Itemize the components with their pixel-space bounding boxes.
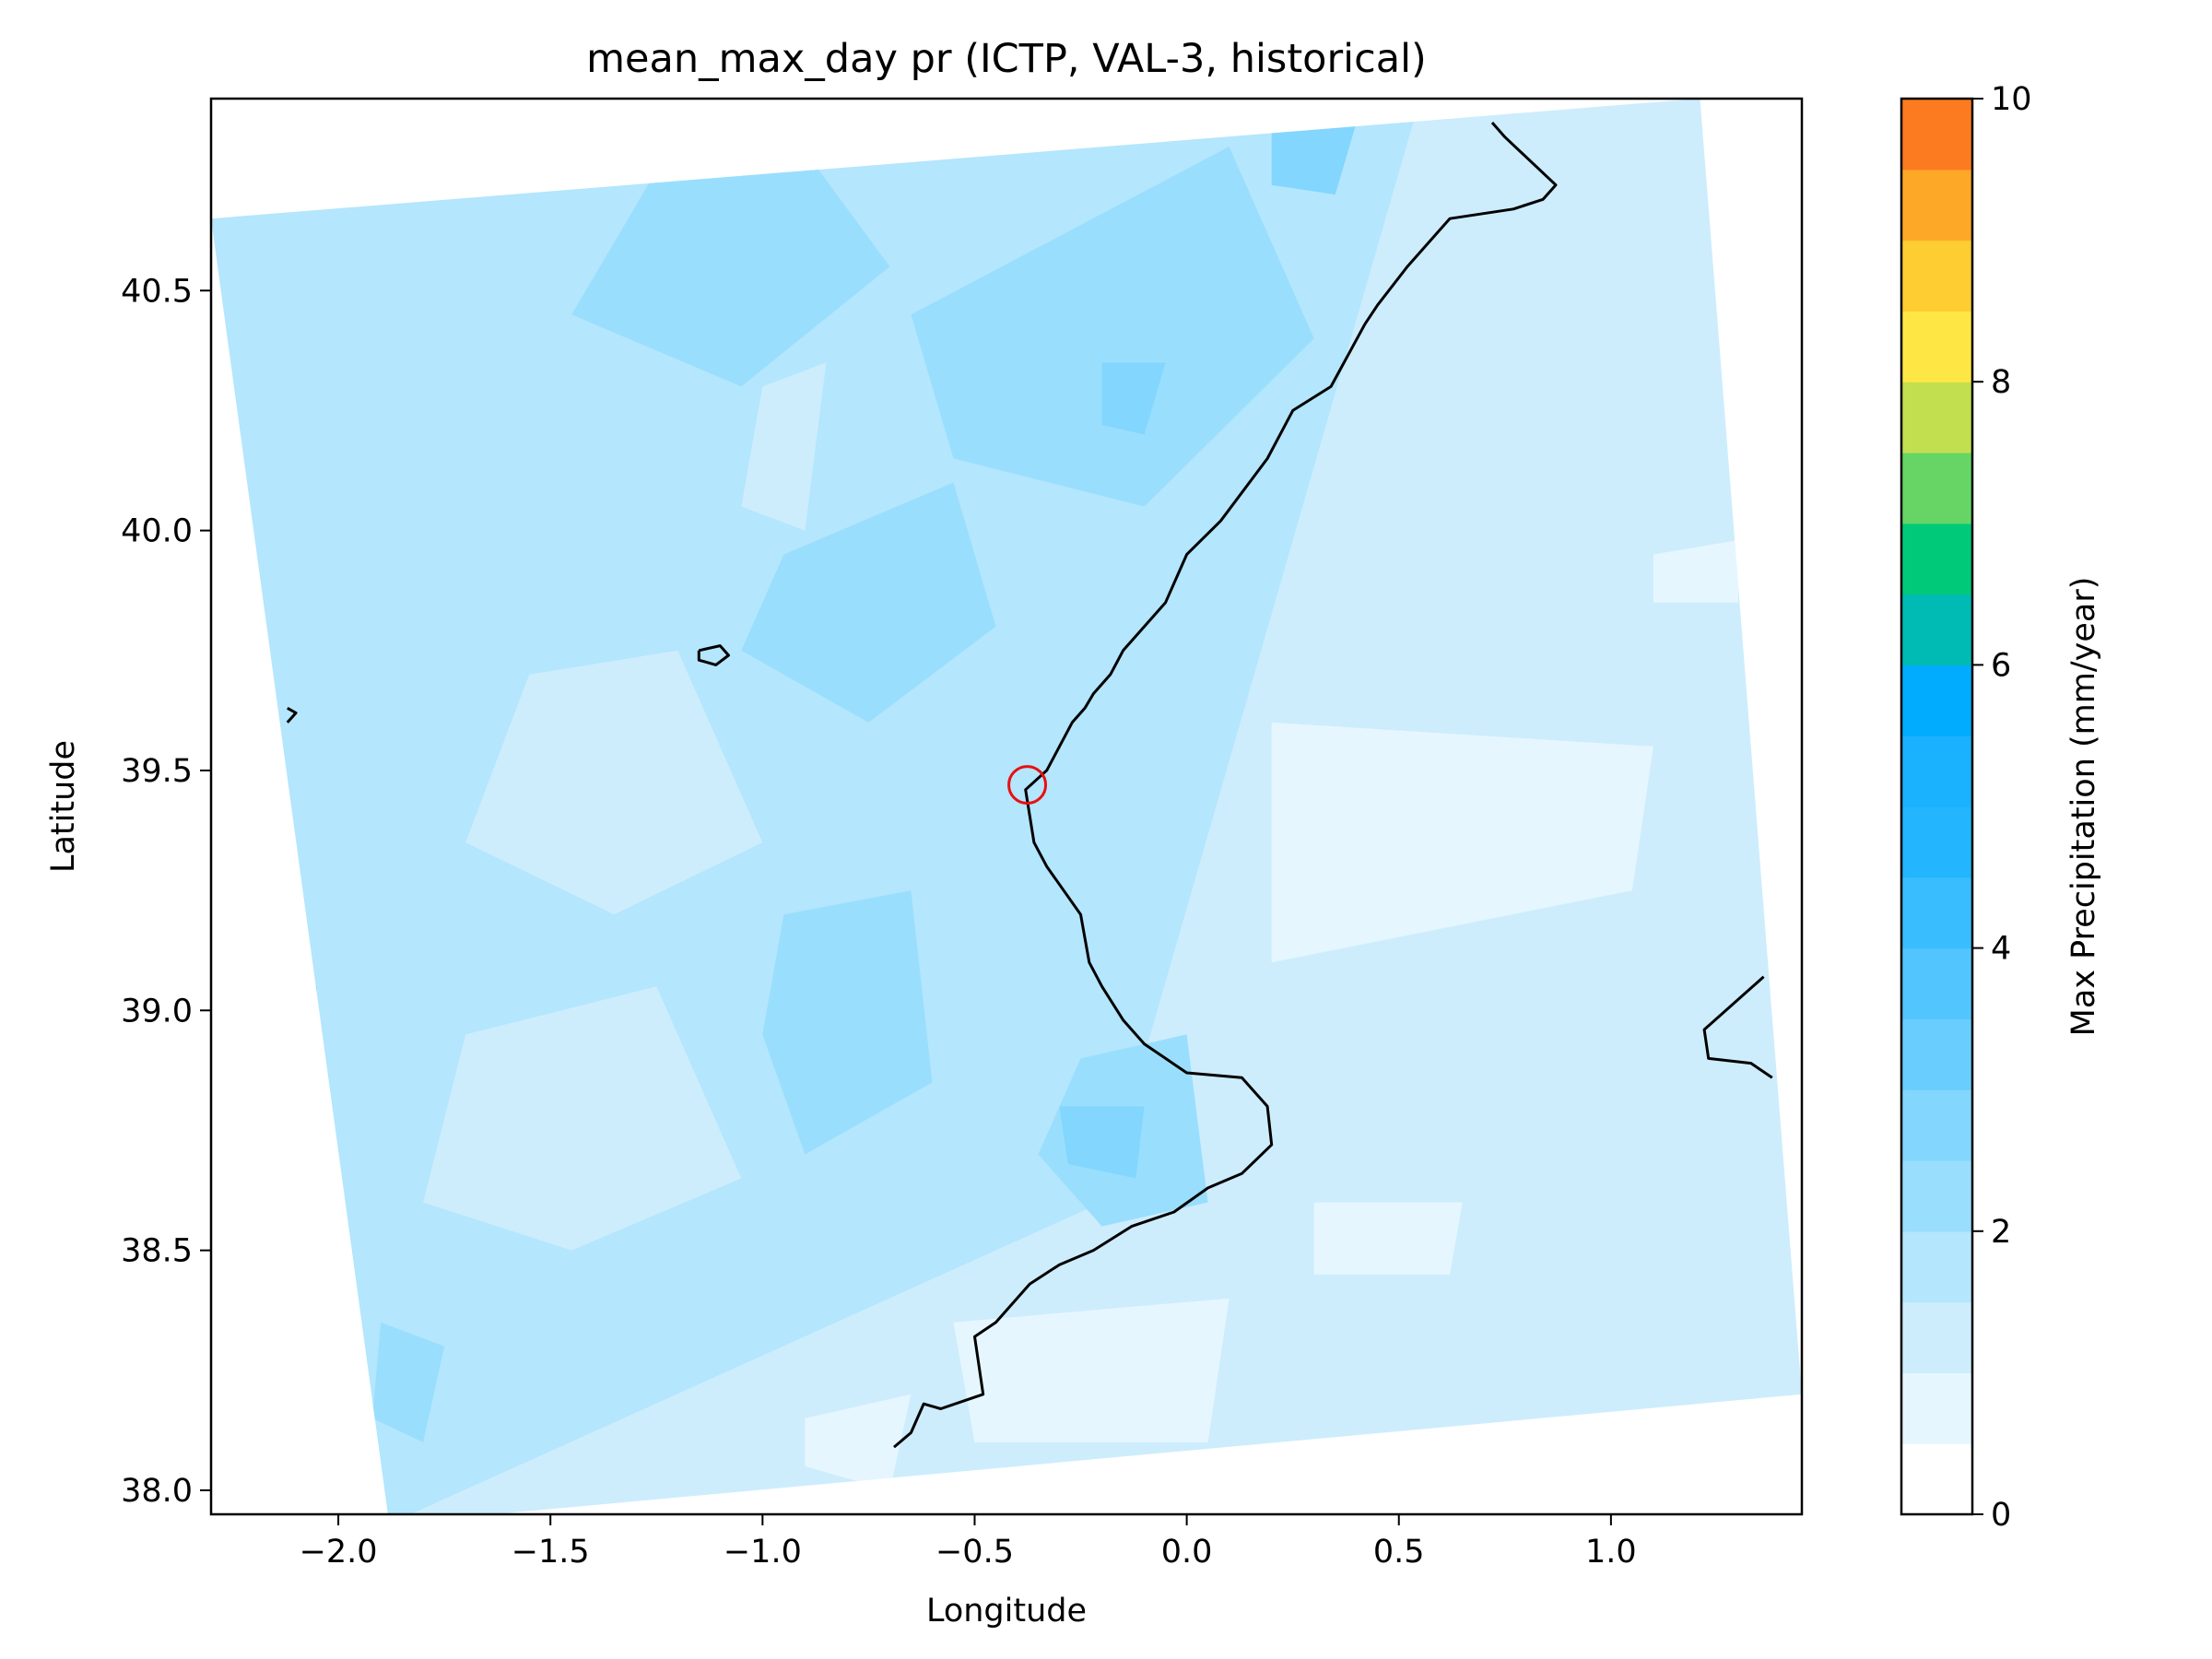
field-region-8	[371, 1322, 445, 1442]
y-tick-label: 40.5	[121, 273, 193, 310]
field-region-10	[1101, 362, 1166, 435]
colorbar-segment	[1901, 1372, 1972, 1444]
map-area	[211, 99, 1802, 1514]
precipitation-field	[211, 99, 1738, 1514]
colorbar-tick-label: 10	[1991, 81, 2032, 118]
x-tick-label: −1.0	[724, 1534, 802, 1571]
colorbar-segment	[1901, 1160, 1972, 1232]
y-axis-label: Latitude	[45, 740, 82, 873]
colorbar-segment	[1901, 1018, 1972, 1090]
colorbar-tick-label: 2	[1991, 1214, 2011, 1251]
colorbar-label: Max Precipitation (mm/year)	[2065, 577, 2102, 1037]
x-tick-label: −2.0	[300, 1534, 378, 1571]
field-region-2	[571, 123, 890, 387]
field-region-4	[741, 482, 996, 723]
field-region-14	[741, 362, 827, 531]
colorbar-segment	[1901, 877, 1972, 949]
y-axis: 38.0 38.5 39.0 39.5 40.0 40.5	[121, 273, 211, 1510]
colorbar-segment	[1901, 1089, 1972, 1161]
x-tick-label: 1.0	[1585, 1534, 1637, 1571]
x-tick-label: 0.5	[1373, 1534, 1425, 1571]
field-region-17	[953, 1298, 1230, 1442]
colorbar-segment	[1901, 1230, 1972, 1303]
x-axis-label: Longitude	[926, 1593, 1087, 1630]
x-tick-label: −0.5	[935, 1534, 1014, 1571]
colorbar: 0 2 4 6 8 10 Max Precipitation (mm/year)	[1900, 81, 2102, 1534]
y-tick-label: 39.0	[121, 993, 193, 1030]
location-marker	[1007, 765, 1048, 806]
colorbar-segment	[1901, 1443, 1972, 1515]
field-region-11	[1059, 1106, 1145, 1179]
field-region-16	[1313, 1202, 1463, 1275]
colorbar-segment	[1901, 311, 1972, 382]
colorbar-segment	[1901, 523, 1972, 595]
colorbar-tick-label: 6	[1991, 647, 2011, 684]
colorbar-segment	[1901, 665, 1972, 736]
coastline-layer	[286, 122, 1773, 1449]
x-tick-label: 0.0	[1161, 1534, 1213, 1571]
field-region-9	[1271, 123, 1357, 195]
y-tick-label: 39.5	[121, 753, 193, 790]
coastline	[893, 122, 1558, 1449]
x-tick-label: −1.5	[512, 1534, 590, 1571]
y-tick-label: 40.0	[121, 513, 193, 550]
colorbar-segment	[1901, 947, 1972, 1019]
colorbar-ticks: 0 2 4 6 8 10	[1972, 81, 2032, 1534]
colorbar-segment	[1901, 806, 1972, 878]
island-outline-3	[1702, 975, 1773, 1079]
island-outline-1	[697, 644, 730, 666]
chart-title: mean_max_day pr (ICTP, VAL-3, historical…	[586, 36, 1427, 82]
field-region-15	[1271, 722, 1653, 963]
colorbar-segment	[1901, 99, 1972, 171]
colorbar-segments	[1901, 99, 1972, 1515]
island-outline-2	[286, 706, 298, 724]
field-region-3	[911, 147, 1314, 507]
colorbar-segment	[1901, 382, 1972, 453]
field-region-12	[465, 650, 763, 915]
colorbar-segment	[1901, 735, 1972, 807]
colorbar-segment	[1901, 1301, 1972, 1373]
field-region-13	[423, 986, 742, 1251]
colorbar-tick-label: 8	[1991, 364, 2011, 401]
colorbar-segment	[1901, 169, 1972, 241]
colorbar-segment	[1901, 594, 1972, 665]
axes-frame	[209, 97, 1804, 1516]
colorbar-tick-label: 4	[1991, 931, 2011, 968]
colorbar-frame	[1900, 97, 1974, 1516]
field-region-19	[1653, 540, 1738, 603]
field-region-18	[805, 1394, 912, 1490]
y-tick-label: 38.0	[121, 1473, 193, 1510]
field-region-5	[762, 890, 933, 1155]
field-region-7	[253, 986, 318, 1179]
y-tick-label: 38.5	[121, 1233, 193, 1270]
colorbar-segment	[1901, 453, 1972, 524]
colorbar-segment	[1901, 240, 1972, 312]
colorbar-tick-label: 0	[1991, 1497, 2011, 1534]
x-axis: −2.0 −1.5 −1.0 −0.5 0.0 0.5 1.0	[300, 1514, 1637, 1571]
